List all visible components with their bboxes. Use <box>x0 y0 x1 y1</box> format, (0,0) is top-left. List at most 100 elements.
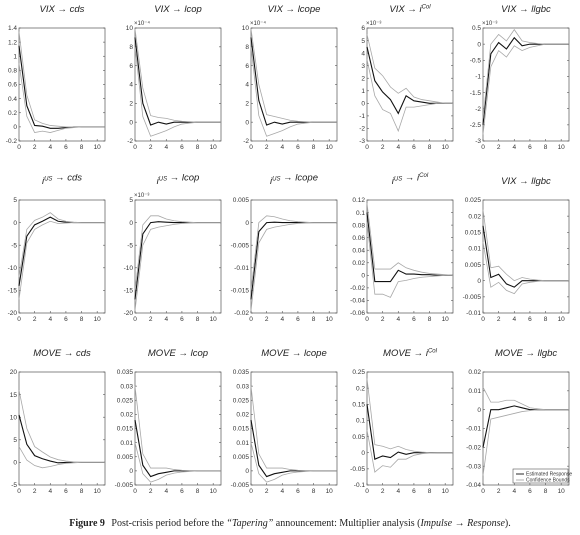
confidence-bound-upper <box>134 386 221 472</box>
x-tick-label: 10 <box>94 316 102 323</box>
y-tick-label: 0 <box>477 278 481 285</box>
estimated-response-line <box>134 37 221 126</box>
y-tick-label: -5 <box>11 242 17 249</box>
irf-chart: iUS → lcope0.0050-0.005-0.01-0.015-0.020… <box>231 173 338 323</box>
y-tick-label: 0 <box>477 407 481 414</box>
x-tick-label: 8 <box>544 144 548 151</box>
x-tick-label: 8 <box>544 316 548 323</box>
estimated-response-line <box>18 414 105 464</box>
confidence-bound-upper <box>482 28 569 119</box>
x-tick-label: 0 <box>133 488 137 495</box>
x-tick-label: 2 <box>265 316 269 323</box>
caption-response: Response <box>467 518 505 529</box>
x-tick-label: 10 <box>210 488 218 495</box>
impulse-response-grid: VIX → cds 1.4 1.2 1 0.8 0.6 0.4 0.2 0 -0.2 0 2 4 6 8 10… <box>6 4 580 515</box>
caption-arrow: → <box>454 518 465 529</box>
y-tick-label: -10 <box>8 265 18 272</box>
x-tick-label: 2 <box>497 316 501 323</box>
y-tick-label: -2.5 <box>470 122 482 129</box>
y-tick-label: 0.025 <box>233 397 250 404</box>
x-tick-label: 10 <box>442 144 450 151</box>
plot-frame <box>250 371 338 486</box>
estimated-response-line <box>134 419 221 478</box>
x-tick-label: 0 <box>365 488 369 495</box>
x-tick-label: 8 <box>312 488 316 495</box>
irf-panel: MOVE → lcope 0.035 0.03 0.025 0.02 0.015 0.01 0… <box>231 344 348 515</box>
y-tick-label: 0.035 <box>117 369 134 376</box>
y-tick-label: 5 <box>13 197 17 204</box>
title-arrow: → <box>280 173 295 184</box>
y-tick-label: 8 <box>245 44 249 51</box>
confidence-bound-lower <box>250 442 337 483</box>
x-tick-label: 6 <box>180 488 184 495</box>
x-tick-label: 2 <box>381 488 385 495</box>
x-tick-label: 8 <box>196 316 200 323</box>
y-tick-label: 0 <box>129 468 133 475</box>
panel-title: iUS → cds <box>42 173 82 188</box>
plot-frame <box>366 199 454 314</box>
title-arrow: → <box>176 348 191 359</box>
y-tick-label: 0.1 <box>356 210 365 217</box>
x-tick-label: 8 <box>428 316 432 323</box>
x-tick-label: 2 <box>265 144 269 151</box>
y-tick-label: 0 <box>245 468 249 475</box>
confidence-bound-upper <box>366 34 453 104</box>
y-tick-label: -0.04 <box>350 298 365 305</box>
plot-frame <box>482 27 570 142</box>
title-response: cds <box>70 4 85 15</box>
y-tick-label: -0.005 <box>231 482 250 489</box>
plot-frame <box>482 199 570 314</box>
estimated-response-line <box>18 216 105 286</box>
y-tick-label: 4 <box>245 82 249 89</box>
x-tick-label: 8 <box>544 488 548 495</box>
confidence-bound-lower <box>134 442 221 483</box>
y-tick-label: 0 <box>477 41 481 48</box>
x-tick-label: 2 <box>149 316 153 323</box>
confidence-bound-lower <box>18 63 105 133</box>
x-tick-label: 0 <box>17 316 21 323</box>
confidence-bound-upper <box>366 203 454 276</box>
y-tick-label: -1 <box>359 113 365 120</box>
plot-frame <box>18 27 106 142</box>
title-shock-sup: US <box>394 177 402 183</box>
x-tick-label: 10 <box>94 144 102 151</box>
y-tick-label: 0.015 <box>233 426 250 433</box>
irf-panel: iUS → iCol 0.12 0.1 0.08 0.06 0.04 0.02 0 -0.02-… <box>348 172 464 343</box>
y-tick-label: 0 <box>13 220 17 227</box>
y-tick-label: -3 <box>359 138 365 145</box>
y-tick-label: -20 <box>8 310 18 317</box>
x-tick-label: 4 <box>396 144 400 151</box>
y-tick-label: -0.2 <box>6 138 18 145</box>
title-response-sup: Col <box>422 5 432 11</box>
y-tick-label: -15 <box>124 288 134 295</box>
x-tick-label: 10 <box>210 316 218 323</box>
estimated-response-line <box>250 37 337 126</box>
axis-exponent: ×10⁻³ <box>366 21 381 27</box>
x-tick-label: 6 <box>528 316 532 323</box>
x-tick-label: 8 <box>428 488 432 495</box>
y-tick-label: -1.5 <box>470 90 482 97</box>
y-tick-label: 6 <box>245 63 249 70</box>
irf-chart: MOVE → lcope 0.035 0.03 0.025 0.02 0.015 0.01 0… <box>231 348 338 495</box>
irf-panel: MOVE → llgbc 0.02 0.01 0 -0.01 -0.02 -0.03 -0.0… <box>464 344 580 515</box>
irf-chart: MOVE → lcop 0.035 0.03 0.025 0.02 0.015 0.01 0.… <box>115 348 222 495</box>
confidence-bound-upper <box>250 386 337 472</box>
x-tick-label: 0 <box>133 144 137 151</box>
title-response: lcop <box>191 348 208 359</box>
x-tick-label: 8 <box>196 144 200 151</box>
confidence-bound-lower <box>134 222 221 311</box>
y-tick-label: -0.5 <box>470 57 482 64</box>
y-tick-label: 0.01 <box>120 440 133 447</box>
y-tick-label: 0.02 <box>468 213 481 220</box>
title-arrow: → <box>289 348 304 359</box>
y-tick-label: -0.04 <box>466 482 481 489</box>
x-tick-label: 2 <box>381 316 385 323</box>
title-arrow: → <box>523 348 538 359</box>
legend-entry: Confidence Bounds <box>526 478 570 484</box>
y-tick-label: -2 <box>243 138 249 145</box>
title-shock: VIX <box>389 4 405 15</box>
x-tick-label: 4 <box>512 144 516 151</box>
y-tick-label: 0.1 <box>356 418 365 425</box>
